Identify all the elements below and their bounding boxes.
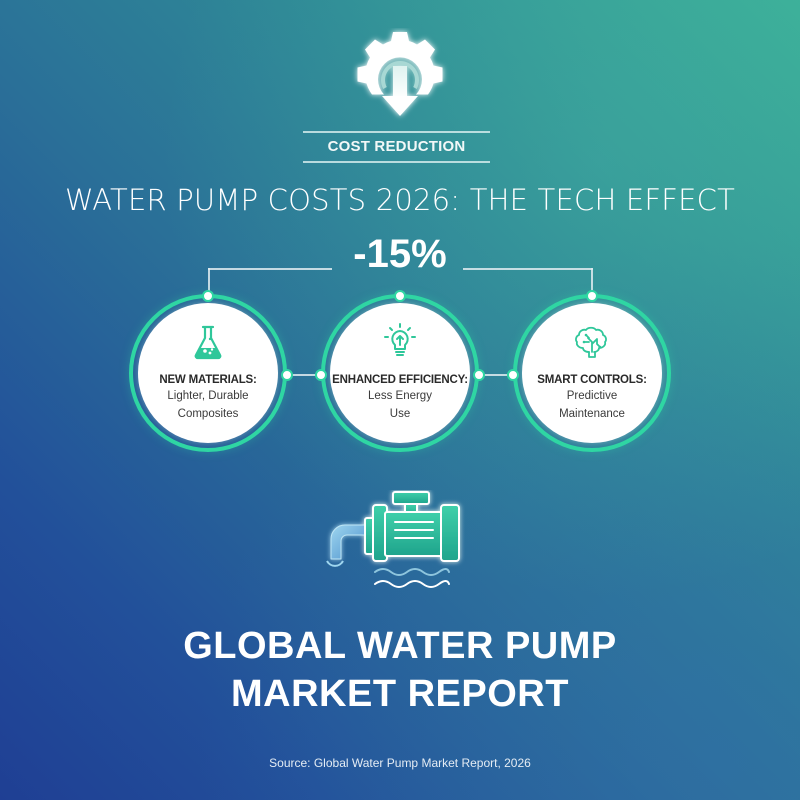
report-title-line2: MARKET REPORT <box>231 673 569 715</box>
node-dot <box>281 369 293 381</box>
feature-desc-line1: Predictive <box>566 390 618 402</box>
feature-desc-line1: Less Energy <box>368 390 432 402</box>
cost-change-value: -15% <box>353 232 447 276</box>
divider-top <box>303 131 490 133</box>
node-dot <box>394 290 406 302</box>
bracket-left-vertical <box>208 268 210 296</box>
cost-reduction-badge: COST REDUCTION <box>327 138 466 155</box>
divider-bottom <box>303 161 490 163</box>
node-dot <box>473 369 485 381</box>
gear-down-arrow-icon <box>357 32 443 116</box>
feature-desc-line2: Composites <box>177 408 239 420</box>
node-dot <box>507 369 519 381</box>
node-dot <box>586 290 598 302</box>
node-dot <box>202 290 214 302</box>
flask-icon <box>194 325 222 360</box>
water-pump-icon <box>326 491 460 588</box>
report-title-line1: GLOBAL WATER PUMP <box>183 625 617 667</box>
bracket-right-vertical <box>591 268 593 296</box>
feature-title: SMART CONTROLS: <box>537 374 647 386</box>
feature-desc-line2: Use <box>389 408 411 420</box>
feature-desc-line1: Lighter, Durable <box>167 390 249 402</box>
node-dot <box>315 369 327 381</box>
source-citation: Source: Global Water Pump Market Report,… <box>269 756 531 770</box>
lightbulb-icon <box>384 323 416 356</box>
feature-desc-line2: Maintenance <box>559 408 625 420</box>
feature-title: NEW MATERIALS: <box>159 374 257 386</box>
feature-title: ENHANCED EFFICIENCY: <box>332 374 468 386</box>
bracket-left-horizontal <box>208 268 332 270</box>
page-title: WATER PUMP COSTS 2026: THE TECH EFFECT <box>64 183 736 217</box>
bracket-right-horizontal <box>463 268 593 270</box>
link-left-middle <box>287 374 321 376</box>
brain-circuit-icon <box>575 326 607 358</box>
link-middle-right <box>479 374 513 376</box>
report-title: GLOBAL WATER PUMP MARKET REPORT <box>0 622 800 718</box>
feature-disc <box>522 303 662 443</box>
